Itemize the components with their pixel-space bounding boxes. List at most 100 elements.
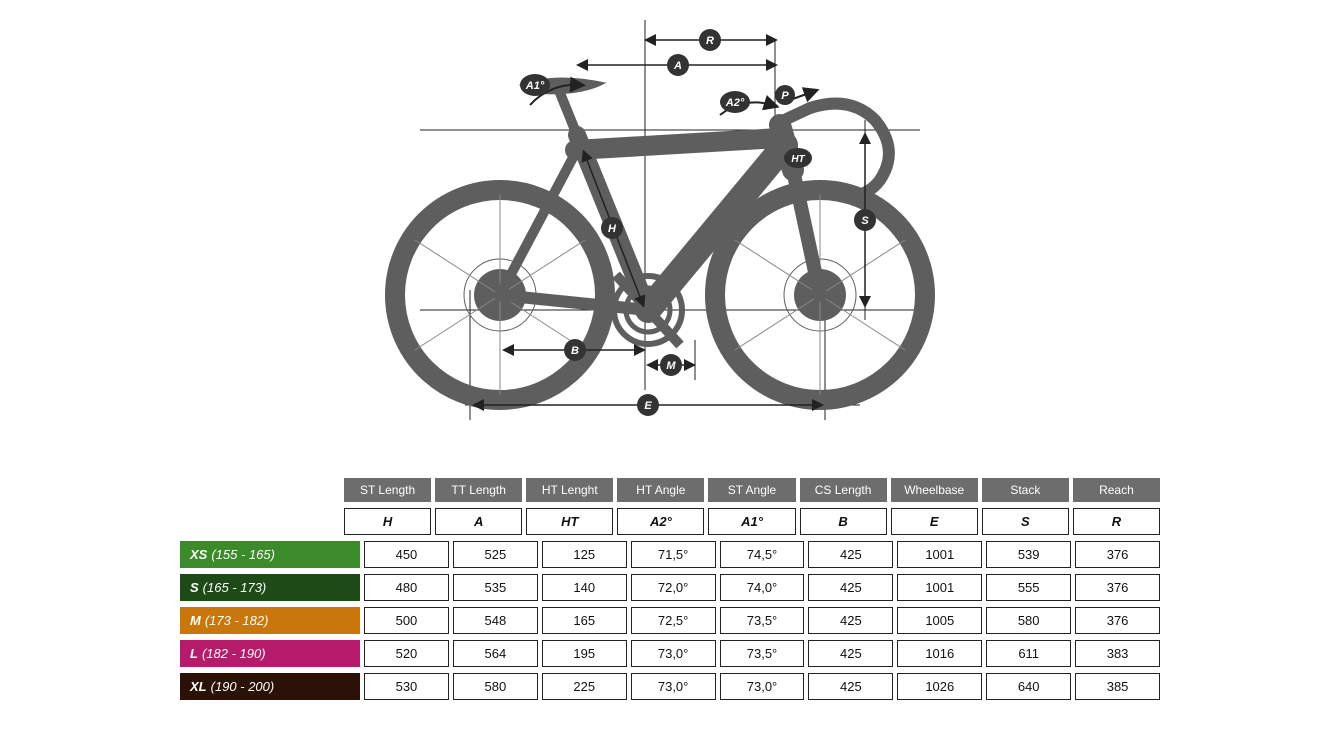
cell: 73,0° [631,640,716,667]
cell: 1005 [897,607,982,634]
size-code: M [190,613,201,628]
svg-text:A1°: A1° [525,80,545,92]
cell: 1001 [897,574,982,601]
label-E: E [637,394,659,416]
cell: 140 [542,574,627,601]
cell: 73,5° [720,640,805,667]
size-range: (182 - 190) [202,646,266,661]
table-header-titles: ST Length TT Length HT Lenght HT Angle S… [180,478,1160,502]
col-title: Reach [1073,478,1160,502]
table-row: S (165 - 173)48053514072,0°74,0°42510015… [180,574,1160,601]
col-symbol: R [1073,508,1160,535]
header-spacer [180,478,340,502]
table-row: L (182 - 190) 52056419573,0°73,5°42510166… [180,640,1160,667]
cell: 72,5° [631,607,716,634]
cell: 611 [986,640,1071,667]
cell: 580 [453,673,538,700]
col-title: Wheelbase [891,478,978,502]
bike-geometry-diagram: R A A1° A2° P [380,10,960,450]
cell: 450 [364,541,449,568]
col-title: TT Length [435,478,522,502]
col-symbol: HT [526,508,613,535]
cell: 225 [542,673,627,700]
col-symbol: A1° [708,508,795,535]
bike-svg: R A A1° A2° P [380,10,960,450]
cell: 376 [1075,607,1160,634]
size-range: (155 - 165) [211,547,275,562]
col-symbol: B [800,508,887,535]
label-R: R [699,29,721,51]
size-code: XS [190,547,207,562]
size-label: M (173 - 182) [180,607,360,634]
cell: 195 [542,640,627,667]
table-row: M (173 - 182)50054816572,5°73,5°42510055… [180,607,1160,634]
svg-text:B: B [571,345,579,357]
size-code: XL [190,679,207,694]
table-header-symbols: H A HT A2° A1° B E S R [180,508,1160,535]
cell: 425 [808,541,893,568]
cell: 376 [1075,574,1160,601]
cell: 539 [986,541,1071,568]
cell: 73,0° [631,673,716,700]
size-label: S (165 - 173) [180,574,360,601]
col-symbol: S [982,508,1069,535]
label-A2: A2° [720,91,750,113]
cell: 72,0° [631,574,716,601]
label-A: A [667,54,689,76]
svg-text:P: P [781,90,789,102]
label-H: H [601,217,623,239]
cell: 425 [808,640,893,667]
cell: 73,5° [720,607,805,634]
cell: 125 [542,541,627,568]
cell: 535 [453,574,538,601]
size-rows: XS (155 - 165)45052512571,5°74,5°4251001… [180,541,1160,700]
cell: 500 [364,607,449,634]
svg-text:S: S [861,215,869,227]
cell: 71,5° [631,541,716,568]
svg-text:E: E [644,400,652,412]
size-code: S [190,580,199,595]
col-symbol: A [435,508,522,535]
col-title: ST Length [344,478,431,502]
page: R A A1° A2° P [0,0,1340,754]
size-code: L [190,646,198,661]
svg-text:M: M [666,360,676,372]
cell: 564 [453,640,538,667]
cell: 73,0° [720,673,805,700]
geometry-table: ST Length TT Length HT Lenght HT Angle S… [180,478,1160,706]
cell: 425 [808,673,893,700]
cell: 520 [364,640,449,667]
cell: 1001 [897,541,982,568]
svg-text:HT: HT [791,154,805,165]
table-row: XL (190 - 200)53058022573,0°73,0°4251026… [180,673,1160,700]
cell: 555 [986,574,1071,601]
svg-text:A2°: A2° [725,97,745,109]
label-HT: HT [784,148,812,168]
col-symbol: E [891,508,978,535]
cell: 74,5° [720,541,805,568]
cell: 480 [364,574,449,601]
cell: 580 [986,607,1071,634]
header-spacer [180,508,340,535]
cell: 1026 [897,673,982,700]
label-M: M [660,354,682,376]
col-title: HT Angle [617,478,704,502]
cell: 376 [1075,541,1160,568]
cell: 530 [364,673,449,700]
label-P: P [775,85,795,105]
col-title: Stack [982,478,1069,502]
cell: 385 [1075,673,1160,700]
size-range: (173 - 182) [205,613,269,628]
cell: 425 [808,607,893,634]
svg-text:R: R [706,35,714,47]
cell: 383 [1075,640,1160,667]
cell: 425 [808,574,893,601]
cell: 525 [453,541,538,568]
col-title: ST Angle [708,478,795,502]
col-symbol: A2° [617,508,704,535]
svg-text:H: H [608,223,617,235]
label-A1: A1° [520,74,550,96]
cell: 1016 [897,640,982,667]
label-B: B [564,339,586,361]
cell: 74,0° [720,574,805,601]
